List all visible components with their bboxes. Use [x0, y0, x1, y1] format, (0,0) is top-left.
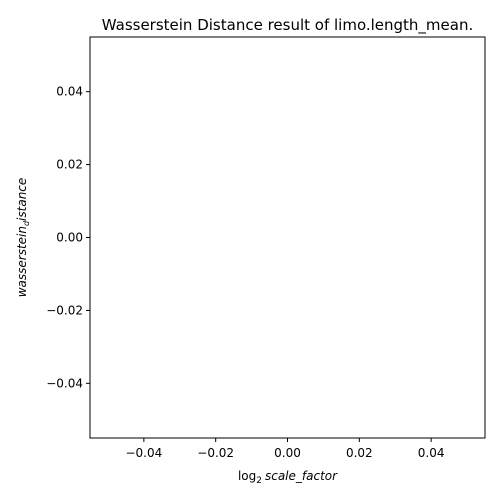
y-axis-label-suffix: istance [15, 178, 29, 221]
y-axis-label-subscript: d [22, 220, 31, 226]
x-tick-label: −0.02 [197, 446, 234, 460]
y-tick-label: −0.04 [46, 376, 83, 390]
y-tick-label: 0.04 [56, 85, 83, 99]
x-tick-label: 0.02 [346, 446, 373, 460]
y-axis-label-main: wasserstein [15, 226, 29, 297]
plot-frame [89, 36, 486, 439]
y-tick-label: 0.02 [56, 158, 83, 172]
y-tick-label: −0.02 [46, 303, 83, 317]
plot-background [90, 37, 485, 438]
y-axis-ticks: 0.04 0.02 0.00 −0.02 −0.04 [46, 85, 90, 390]
x-axis-label-subscript: 2 [256, 476, 262, 486]
x-axis-label: log2 scale_factor [238, 469, 338, 486]
x-tick-label: −0.04 [125, 446, 162, 460]
y-axis-label: wassersteindistance [15, 178, 31, 298]
chart-title: Wasserstein Distance result of limo.leng… [102, 16, 474, 35]
x-axis-label-prefix: log [238, 469, 256, 483]
x-tick-label: 0.04 [418, 446, 445, 460]
x-tick-label: 0.00 [274, 446, 301, 460]
x-axis-ticks: −0.04 −0.02 0.00 0.02 0.04 [125, 438, 444, 460]
x-axis-label-main: scale_factor [265, 469, 338, 483]
y-tick-label: 0.00 [56, 231, 83, 245]
